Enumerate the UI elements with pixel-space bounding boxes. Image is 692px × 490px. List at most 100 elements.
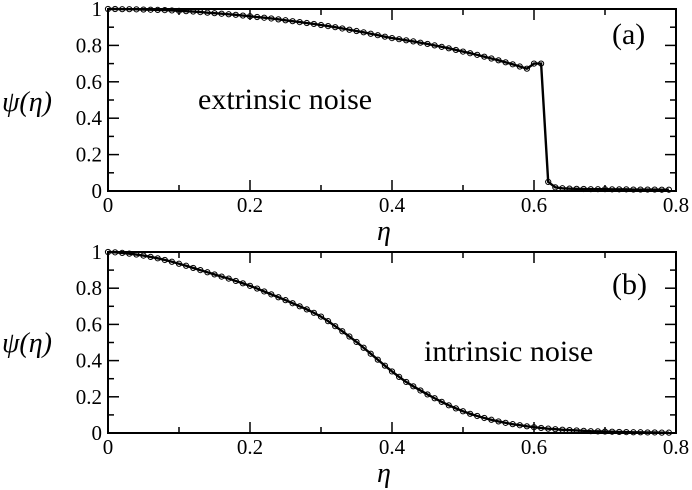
data-point-a: [445, 45, 452, 52]
data-point-a: [289, 18, 296, 25]
data-point-a: [275, 16, 282, 23]
data-point-a: [502, 59, 509, 66]
data-point-b: [310, 309, 317, 316]
y-tick-label-b: 0.4: [76, 349, 103, 373]
data-point-a: [644, 186, 651, 193]
annotation-a: extrinsic noise: [198, 83, 372, 116]
data-point-b: [218, 273, 225, 280]
data-point-b: [616, 428, 623, 436]
data-point-b: [459, 408, 467, 415]
data-point-a: [452, 46, 459, 54]
data-point-b: [623, 428, 630, 436]
data-point-b: [261, 288, 268, 295]
data-point-b: [438, 398, 445, 405]
data-point-b: [417, 387, 424, 394]
data-point-b: [374, 356, 381, 363]
data-point-a: [346, 26, 353, 33]
data-point-a: [168, 7, 175, 14]
data-point-a: [459, 48, 467, 55]
data-point-a: [325, 23, 332, 30]
data-point-a: [481, 53, 488, 60]
data-point-a: [552, 184, 559, 191]
data-point-a: [296, 19, 303, 26]
data-point-b: [190, 264, 197, 272]
data-point-b: [133, 251, 140, 258]
data-point-b: [566, 427, 573, 434]
data-point-b: [296, 303, 303, 310]
data-point-b: [580, 427, 587, 434]
y-axis-label-a: ψ(η): [2, 87, 52, 118]
data-point-a: [190, 8, 197, 15]
series-line-b: [107, 250, 669, 434]
data-point-b: [431, 395, 438, 402]
y-tick-label-a: 0.4: [76, 106, 103, 130]
data-point-a: [211, 10, 218, 17]
data-point-b: [424, 391, 431, 398]
data-point-b: [317, 313, 325, 320]
data-point-b: [516, 422, 523, 429]
data-point-a: [303, 19, 310, 27]
data-point-b: [587, 428, 594, 435]
data-point-b: [254, 285, 261, 292]
data-point-a: [438, 43, 445, 50]
data-point-a: [530, 60, 538, 67]
data-point-a: [651, 186, 658, 193]
data-point-a: [126, 6, 133, 13]
data-point-b: [573, 427, 580, 434]
data-point-b: [239, 280, 246, 287]
data-point-b: [147, 253, 154, 260]
data-point-a: [374, 32, 381, 39]
data-point-b: [381, 362, 388, 369]
data-point-a: [246, 13, 254, 20]
data-point-a: [580, 185, 587, 193]
data-point-a: [161, 6, 168, 14]
x-tick-label-a: 0.4: [379, 193, 406, 217]
data-point-b: [552, 426, 559, 433]
data-point-a: [609, 186, 616, 193]
data-point-a: [417, 39, 424, 46]
data-point-a: [282, 17, 289, 24]
data-point-a: [381, 33, 388, 40]
data-point-a: [424, 40, 431, 48]
data-point-a: [523, 65, 531, 72]
tick-labels-b: 0 0.2 0.4 0.6 0.8 0 0.2 0.4 0.6 0.8 1: [76, 240, 689, 459]
data-point-b: [204, 269, 211, 276]
y-tick-label-a: 0.2: [76, 143, 102, 167]
data-point-b: [637, 429, 644, 436]
data-point-a: [566, 185, 573, 192]
data-point-b: [388, 368, 396, 375]
y-tick-label-b: 0.6: [76, 312, 102, 336]
data-point-b: [353, 338, 360, 346]
data-point-a: [488, 55, 495, 62]
data-point-a: [268, 15, 275, 22]
data-point-b: [410, 383, 417, 390]
data-point-a: [495, 57, 502, 64]
data-point-b: [183, 262, 190, 269]
data-point-a: [317, 21, 325, 29]
series-points-b: [104, 248, 673, 436]
data-point-a: [218, 10, 225, 17]
data-point-b: [644, 429, 651, 436]
data-point-b: [467, 410, 474, 417]
data-point-b: [665, 429, 673, 436]
data-point-b: [474, 412, 481, 420]
data-point-a: [559, 185, 566, 192]
data-point-b: [594, 428, 602, 435]
data-point-b: [609, 428, 616, 435]
data-point-b: [119, 249, 126, 257]
data-point-a: [658, 186, 665, 193]
data-point-b: [658, 429, 665, 436]
data-point-a: [197, 8, 204, 16]
data-point-a: [623, 186, 630, 193]
data-point-a: [637, 186, 644, 193]
data-point-b: [630, 429, 637, 436]
data-point-a: [261, 14, 268, 21]
data-point-b: [289, 300, 296, 307]
x-tick-label-b: 0.2: [237, 435, 263, 459]
panel-a: 0 0.2 0.4 0.6 0.8 0 0.2 0.4 0.6 0.8 1 (a) extrinsi…: [2, 0, 689, 247]
data-point-b: [246, 282, 254, 289]
data-point-a: [545, 178, 552, 185]
data-point-a: [239, 12, 246, 19]
x-tick-label-a: 0: [103, 193, 114, 217]
data-point-a: [388, 35, 396, 42]
